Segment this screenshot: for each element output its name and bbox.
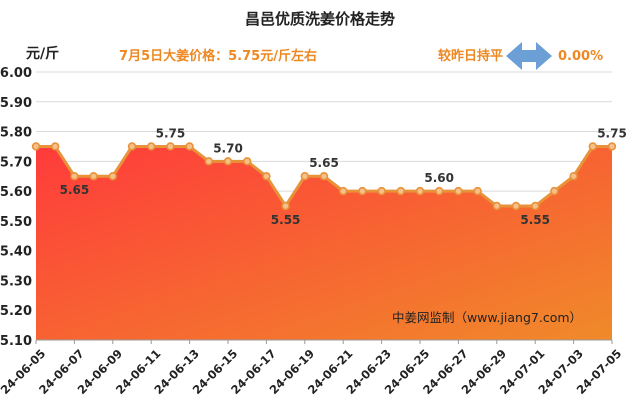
- data-labels: 5.65 5.75 5.70 5.55 5.65 5.60 5.55 5.75: [60, 126, 627, 227]
- data-point: [108, 172, 118, 181]
- x-axis-ticks: 24-06-0524-06-0724-06-0924-06-1124-06-13…: [0, 340, 624, 397]
- data-label: 5.70: [213, 141, 243, 155]
- data-point: [550, 186, 559, 196]
- data-point: [358, 186, 367, 196]
- data-point: [319, 172, 329, 181]
- price-markers: [31, 142, 617, 211]
- data-point: [127, 142, 137, 151]
- data-point: [339, 186, 348, 196]
- y-tick-label: 5.20: [0, 304, 32, 319]
- data-point: [588, 142, 597, 151]
- data-point: [569, 172, 578, 181]
- data-point: [223, 157, 233, 166]
- data-label: 5.75: [597, 126, 627, 140]
- data-label: 5.65: [60, 183, 90, 197]
- data-point: [435, 186, 444, 196]
- data-point: [415, 186, 425, 196]
- data-label: 5.65: [309, 156, 339, 170]
- compare-label: 较昨日持平: [438, 48, 503, 64]
- y-tick-label: 5.90: [0, 96, 32, 111]
- y-tick-label: 5.40: [0, 245, 32, 260]
- watermark: 中姜网监制（www.jiang7.com）: [392, 310, 582, 325]
- data-label: 5.75: [156, 126, 186, 140]
- data-point: [473, 186, 482, 196]
- data-point: [166, 142, 175, 151]
- y-tick-label: 5.70: [0, 155, 32, 170]
- data-point: [147, 142, 156, 151]
- y-tick-label: 5.60: [0, 185, 32, 200]
- y-axis-ticks: 6.00 5.90 5.80 5.70 5.60 5.50 5.40 5.30 5.20 5.10: [0, 66, 32, 349]
- data-point: [396, 186, 405, 196]
- y-tick-label: 5.80: [0, 126, 32, 141]
- data-label: 5.60: [424, 171, 454, 185]
- data-point: [377, 186, 386, 196]
- data-point: [492, 201, 501, 211]
- data-point: [300, 172, 309, 181]
- data-point: [185, 142, 194, 151]
- y-tick-label: 5.10: [0, 334, 32, 349]
- data-point: [262, 172, 271, 181]
- data-point: [70, 172, 79, 181]
- data-label: 5.55: [520, 213, 550, 227]
- y-tick-label: 6.00: [0, 66, 32, 81]
- y-tick-label: 5.30: [0, 274, 32, 289]
- double-arrow-icon: [506, 42, 552, 70]
- chart-title: 昌邑优质洗姜价格走势: [245, 10, 395, 28]
- data-label: 5.55: [271, 213, 301, 227]
- data-point: [281, 201, 290, 211]
- data-point: [50, 142, 60, 151]
- data-point: [607, 142, 617, 151]
- data-point: [204, 157, 214, 166]
- price-annotation: 7月5日大姜价格：5.75元/斤左右: [119, 48, 317, 64]
- data-point: [243, 157, 252, 166]
- data-point: [454, 186, 463, 196]
- compare-value: 0.00%: [558, 49, 603, 64]
- data-point: [31, 142, 41, 151]
- y-axis-unit-label: 元/斤: [26, 45, 59, 62]
- data-point: [89, 172, 98, 181]
- price-area: [36, 146, 612, 340]
- data-point: [511, 201, 521, 211]
- data-point: [530, 201, 540, 211]
- y-tick-label: 5.50: [0, 215, 32, 230]
